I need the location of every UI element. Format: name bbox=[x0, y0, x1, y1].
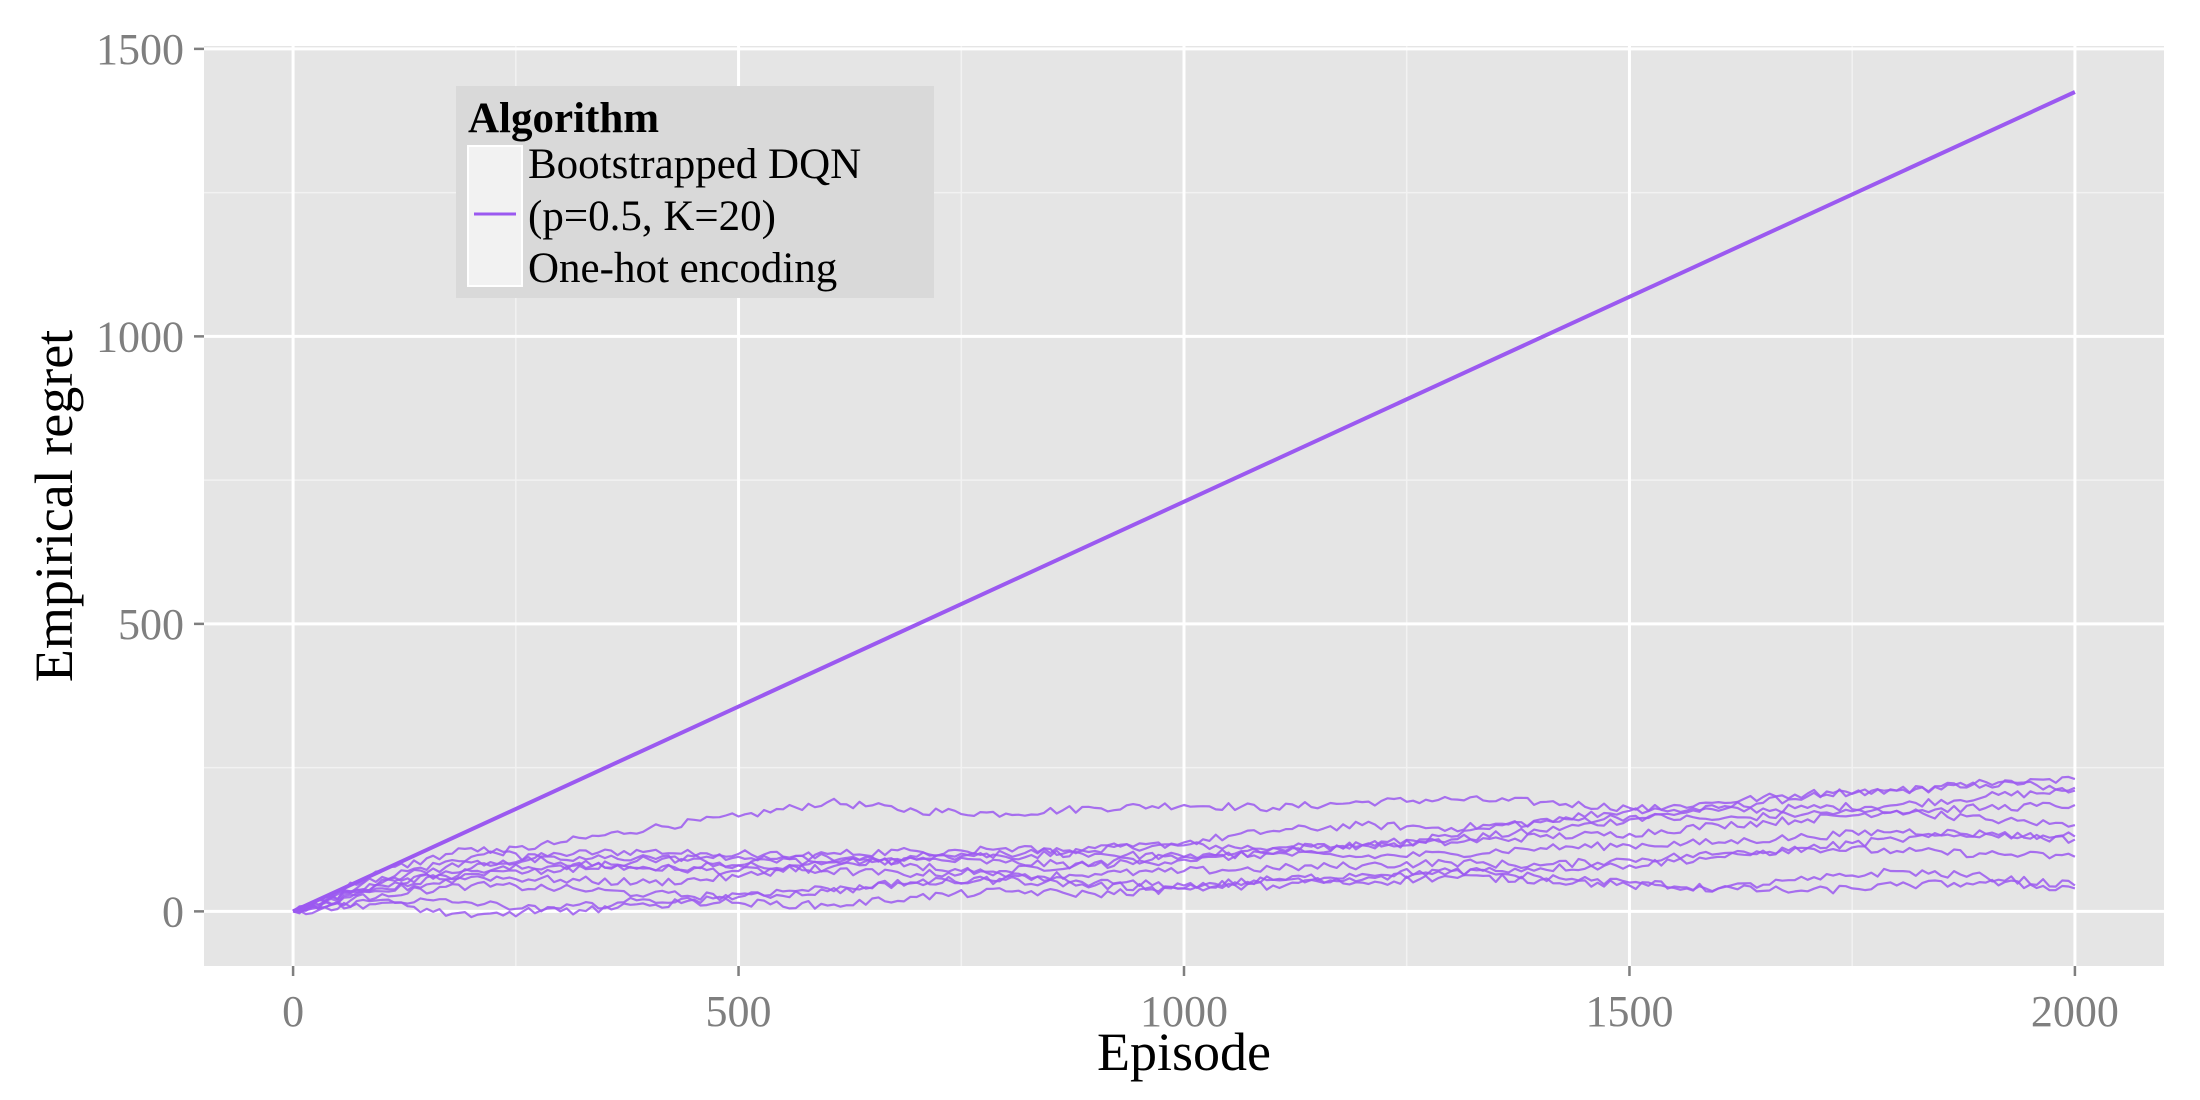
y-axis-title: Empirical regret bbox=[24, 330, 84, 682]
y-tick-label: 500 bbox=[118, 600, 184, 649]
series-line-bootstrapped-run bbox=[292, 801, 2076, 914]
legend: Algorithm Bootstrapped DQN (p=0.5, K=20)… bbox=[456, 86, 934, 298]
x-tick-label: 0 bbox=[282, 987, 304, 1036]
axis-ticks bbox=[194, 47, 2077, 976]
x-tick-label: 1500 bbox=[1585, 987, 1673, 1036]
legend-title: Algorithm bbox=[468, 95, 659, 142]
legend-entry-line-3: One-hot encoding bbox=[528, 245, 837, 292]
x-tick-label: 500 bbox=[706, 987, 772, 1036]
series-line-bootstrapped-run bbox=[292, 849, 2076, 915]
legend-background bbox=[456, 86, 934, 298]
legend-entry-line-1: Bootstrapped DQN bbox=[528, 141, 861, 188]
series-line-linear bbox=[292, 90, 2076, 914]
x-axis-title: Episode bbox=[1097, 1022, 1271, 1082]
x-tick-label: 2000 bbox=[2031, 987, 2119, 1036]
x-tick-labels: 0 500 1000 1500 2000 bbox=[282, 987, 2119, 1036]
series-line-bootstrapped-run bbox=[292, 828, 2076, 913]
series-line-bootstrapped-run bbox=[292, 867, 2076, 919]
y-tick-label: 0 bbox=[162, 887, 184, 936]
legend-key bbox=[467, 145, 523, 287]
x-tick-label: 1000 bbox=[1140, 987, 1228, 1036]
series-line-bootstrapped-run bbox=[292, 808, 2076, 913]
legend-entry-line-2: (p=0.5, K=20) bbox=[528, 193, 776, 240]
series-line-bootstrapped-run bbox=[292, 775, 2076, 913]
y-tick-label: 1000 bbox=[96, 312, 184, 361]
y-tick-labels: 0 500 1000 1500 bbox=[96, 25, 184, 937]
series-layer bbox=[292, 90, 2076, 919]
y-tick-label: 1500 bbox=[96, 25, 184, 74]
series-line-bootstrapped-run bbox=[292, 787, 2076, 913]
